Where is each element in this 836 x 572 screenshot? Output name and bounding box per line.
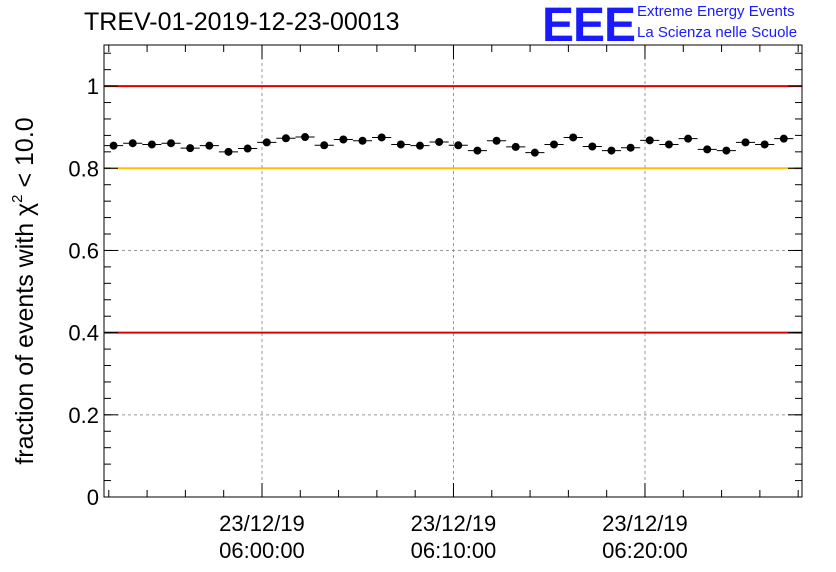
- data-point: [377, 133, 386, 142]
- grid-layer: [104, 45, 802, 497]
- data-point: [511, 142, 520, 151]
- data-point: [186, 144, 195, 153]
- data-point: [741, 138, 750, 147]
- data-point: [358, 136, 367, 145]
- x-tick-date-label: 23/12/19: [219, 511, 305, 536]
- data-point: [473, 146, 482, 155]
- data-point: [530, 148, 539, 157]
- x-tick-time-label: 06:00:00: [219, 538, 305, 563]
- data-point: [167, 139, 176, 148]
- data-point: [550, 140, 559, 149]
- data-points: [104, 133, 794, 157]
- y-axis-label: fraction of events with χ2 < 10.0: [9, 117, 39, 464]
- y-tick-label: 0.2: [68, 403, 99, 428]
- data-point: [454, 141, 463, 150]
- reference-lines: [104, 85, 802, 334]
- data-point: [128, 139, 137, 148]
- tick-layer: [104, 45, 802, 498]
- data-point: [626, 143, 635, 152]
- tick-labels: 00.20.40.60.8123/12/1906:00:0023/12/1906…: [68, 74, 687, 563]
- data-point: [109, 141, 118, 150]
- y-tick-label: 0.8: [68, 156, 99, 181]
- data-point: [435, 137, 444, 146]
- data-point: [339, 135, 348, 144]
- data-point: [262, 138, 271, 147]
- logo-line-extreme-energy-events: Extreme Energy Events: [637, 3, 795, 20]
- data-point: [779, 134, 788, 143]
- y-tick-label: 0.6: [68, 238, 99, 263]
- data-point: [569, 133, 578, 142]
- y-tick-label: 1: [87, 74, 99, 99]
- chart-title: TREV-01-2019-12-23-00013: [84, 8, 400, 36]
- data-point: [588, 142, 597, 151]
- x-tick-date-label: 23/12/19: [602, 511, 688, 536]
- data-point: [722, 146, 731, 155]
- data-point: [760, 140, 769, 149]
- data-point: [664, 140, 673, 149]
- data-point: [281, 134, 290, 143]
- y-tick-label: 0.4: [68, 321, 99, 346]
- y-tick-label: 0: [87, 485, 99, 510]
- x-tick-date-label: 23/12/19: [411, 511, 497, 536]
- x-tick-time-label: 06:20:00: [602, 538, 688, 563]
- data-point: [301, 133, 310, 142]
- data-point: [607, 146, 616, 155]
- data-point: [147, 140, 156, 149]
- data-point: [205, 141, 214, 150]
- eee-logo: EEE: [542, 0, 636, 52]
- data-point: [243, 144, 252, 153]
- data-point: [645, 136, 654, 145]
- logo-line-la-scienza: La Scienza nelle Scuole: [637, 24, 798, 41]
- data-point: [684, 134, 693, 143]
- data-point: [415, 141, 424, 150]
- data-point: [703, 145, 712, 154]
- data-point: [492, 136, 501, 145]
- data-point: [224, 147, 233, 156]
- data-point: [320, 141, 329, 150]
- x-tick-time-label: 06:10:00: [411, 538, 497, 563]
- data-point: [396, 140, 405, 149]
